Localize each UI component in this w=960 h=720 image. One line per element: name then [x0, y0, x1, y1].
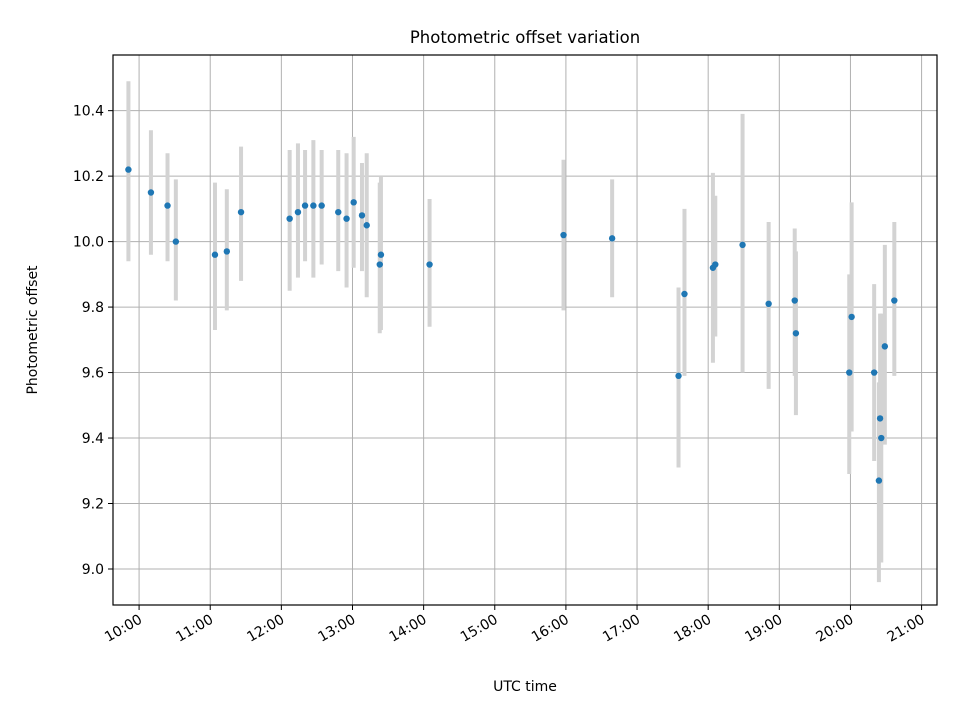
data-point — [765, 300, 772, 308]
data-point — [172, 238, 180, 245]
y-tick-label: 9.4 — [82, 431, 104, 447]
data-point — [358, 212, 366, 219]
y-tick-label: 9.6 — [82, 366, 104, 382]
grid — [113, 55, 937, 605]
data-point — [608, 235, 616, 242]
y-axis-label: Photometric offset — [25, 265, 41, 395]
data-point — [712, 261, 719, 268]
data-point — [237, 208, 245, 216]
y-tick-label: 10.0 — [73, 235, 104, 251]
y-tick-label: 10.4 — [73, 104, 104, 120]
data-point — [426, 261, 433, 268]
data-point — [125, 166, 132, 173]
data-point — [739, 241, 746, 249]
data-point — [335, 208, 342, 216]
data-point — [310, 202, 317, 209]
x-axis-label: UTC time — [493, 679, 557, 695]
data-point — [792, 330, 800, 337]
y-tick-label: 9.8 — [82, 300, 104, 316]
data-point — [318, 202, 325, 209]
data-point — [848, 313, 855, 321]
data-point — [791, 297, 798, 304]
data-point — [343, 215, 350, 222]
data-point — [675, 372, 682, 380]
data-point — [878, 434, 885, 442]
data-point — [377, 251, 385, 258]
data-point — [876, 415, 884, 422]
y-tick-label: 9.2 — [82, 497, 104, 513]
data-point — [846, 369, 853, 376]
data-point — [681, 290, 688, 298]
data-points — [125, 166, 898, 484]
chart-title: Photometric offset variation — [410, 28, 640, 47]
data-point — [350, 199, 357, 206]
data-point — [875, 477, 883, 484]
plot-frame — [112, 54, 938, 606]
data-point — [891, 297, 898, 304]
data-point — [560, 231, 567, 239]
y-tick-label: 10.2 — [73, 169, 104, 185]
data-point — [301, 202, 309, 209]
y-axis-ticks: 9.0 9.2 9.4 9.6 9.8 10.0 10.2 10.4 — [73, 104, 113, 578]
data-point — [870, 369, 878, 376]
data-point — [376, 261, 383, 268]
data-point — [294, 208, 302, 216]
data-point — [363, 222, 370, 229]
data-point — [223, 248, 231, 255]
data-point — [286, 215, 293, 222]
y-tick-label: 9.0 — [82, 562, 104, 578]
data-point — [211, 251, 219, 258]
data-point — [881, 343, 889, 350]
data-point — [164, 202, 171, 209]
data-point — [147, 189, 155, 196]
